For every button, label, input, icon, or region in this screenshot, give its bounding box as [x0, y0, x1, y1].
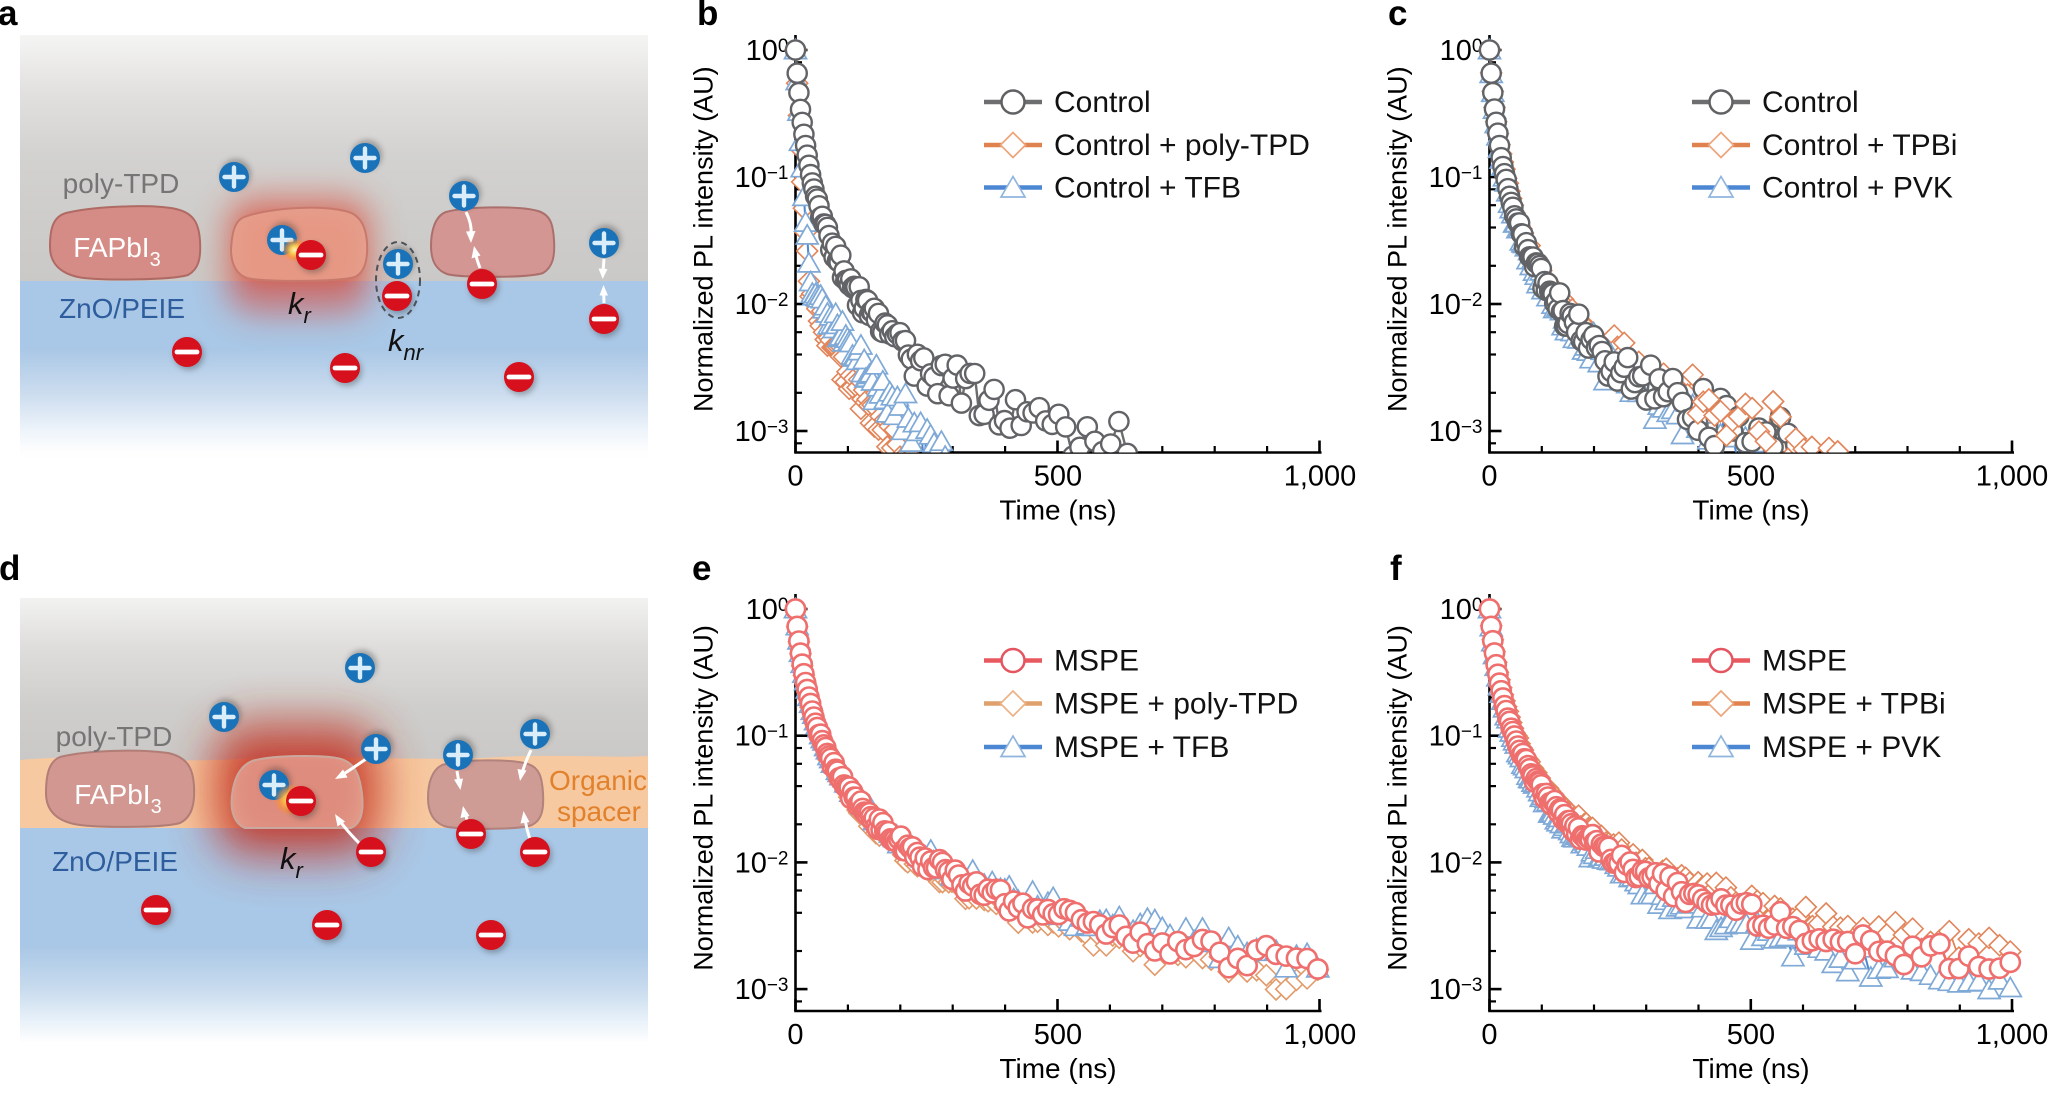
svg-text:Normalized PL intensity (AU): Normalized PL intensity (AU) — [689, 625, 719, 971]
svg-text:Time (ns): Time (ns) — [999, 495, 1116, 526]
svg-text:MSPE + TPBi: MSPE + TPBi — [1762, 688, 1946, 721]
svg-text:10−2: 10−2 — [1429, 289, 1483, 321]
svg-text:500: 500 — [1034, 1019, 1082, 1051]
svg-text:10−3: 10−3 — [1429, 416, 1483, 448]
svg-text:Organic: Organic — [549, 765, 647, 796]
svg-text:f: f — [1390, 549, 1402, 588]
svg-text:Control + PVK: Control + PVK — [1762, 172, 1953, 205]
svg-text:0: 0 — [787, 1019, 803, 1051]
svg-text:ZnO/PEIE: ZnO/PEIE — [52, 846, 178, 877]
svg-text:ZnO/PEIE: ZnO/PEIE — [59, 293, 185, 324]
svg-text:1,000: 1,000 — [1284, 1019, 1357, 1051]
svg-text:Normalized PL intensity (AU): Normalized PL intensity (AU) — [689, 66, 719, 412]
svg-text:MSPE: MSPE — [1054, 645, 1139, 678]
svg-text:500: 500 — [1727, 1019, 1775, 1051]
svg-text:10−1: 10−1 — [1429, 721, 1483, 753]
svg-text:0: 0 — [1481, 461, 1497, 493]
svg-text:b: b — [697, 0, 718, 33]
svg-text:10−2: 10−2 — [735, 847, 789, 879]
svg-text:Time (ns): Time (ns) — [1692, 495, 1809, 526]
svg-text:10−3: 10−3 — [1429, 974, 1483, 1006]
svg-text:500: 500 — [1727, 461, 1775, 493]
svg-text:a: a — [0, 0, 18, 33]
svg-text:poly-TPD: poly-TPD — [56, 721, 173, 752]
svg-text:Control + TPBi: Control + TPBi — [1762, 129, 1957, 162]
svg-text:Normalized PL intensity (AU): Normalized PL intensity (AU) — [1383, 66, 1413, 412]
svg-text:0: 0 — [1481, 1019, 1497, 1051]
svg-text:d: d — [0, 549, 20, 588]
svg-text:100: 100 — [1440, 35, 1483, 67]
svg-text:MSPE: MSPE — [1762, 645, 1847, 678]
svg-text:MSPE + TFB: MSPE + TFB — [1054, 731, 1229, 764]
svg-text:e: e — [692, 549, 711, 588]
svg-text:Control: Control — [1762, 86, 1859, 119]
svg-text:10−1: 10−1 — [1429, 162, 1483, 194]
svg-text:Control: Control — [1054, 86, 1151, 119]
svg-text:10−3: 10−3 — [735, 416, 789, 448]
svg-text:500: 500 — [1034, 461, 1082, 493]
svg-text:Time (ns): Time (ns) — [1692, 1053, 1809, 1084]
svg-text:spacer: spacer — [557, 796, 641, 827]
svg-text:1,000: 1,000 — [1976, 1019, 2048, 1051]
svg-text:10−2: 10−2 — [1429, 847, 1483, 879]
svg-text:MSPE + PVK: MSPE + PVK — [1762, 731, 1941, 764]
svg-text:1,000: 1,000 — [1284, 461, 1357, 493]
svg-text:Control + poly-TPD: Control + poly-TPD — [1054, 129, 1310, 162]
svg-text:MSPE + poly-TPD: MSPE + poly-TPD — [1054, 688, 1298, 721]
svg-text:10−1: 10−1 — [735, 721, 789, 753]
svg-text:1,000: 1,000 — [1976, 461, 2048, 493]
svg-text:Normalized PL intensity (AU): Normalized PL intensity (AU) — [1383, 625, 1413, 971]
svg-text:100: 100 — [746, 35, 789, 67]
svg-text:100: 100 — [1440, 594, 1483, 626]
svg-text:Time (ns): Time (ns) — [999, 1053, 1116, 1084]
svg-text:Control + TFB: Control + TFB — [1054, 172, 1241, 205]
svg-text:10−1: 10−1 — [735, 162, 789, 194]
svg-text:poly-TPD: poly-TPD — [63, 168, 180, 199]
svg-text:10−3: 10−3 — [735, 974, 789, 1006]
svg-text:0: 0 — [787, 461, 803, 493]
svg-text:c: c — [1388, 0, 1407, 33]
svg-text:10−2: 10−2 — [735, 289, 789, 321]
svg-text:100: 100 — [746, 594, 789, 626]
